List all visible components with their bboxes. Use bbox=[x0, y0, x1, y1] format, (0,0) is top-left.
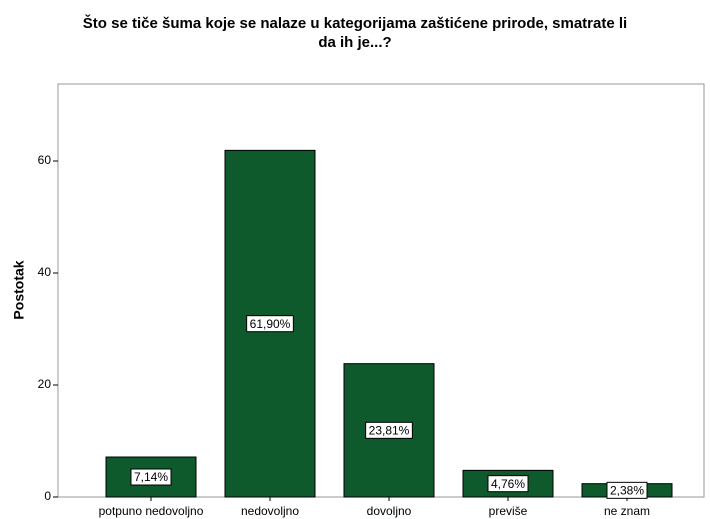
value-label: 4,76% bbox=[491, 477, 525, 491]
y-tick-label: 0 bbox=[44, 489, 51, 503]
x-tick-label: ne znam bbox=[604, 504, 650, 518]
x-tick-label: previše bbox=[489, 504, 528, 518]
chart-title: Što se tiče šuma koje se nalaze u katego… bbox=[83, 14, 627, 32]
y-tick-label: 40 bbox=[38, 265, 52, 279]
x-tick-label: nedovoljno bbox=[241, 504, 299, 518]
y-tick-label: 20 bbox=[38, 377, 52, 391]
x-tick-label: potpuno nedovoljno bbox=[99, 504, 204, 518]
value-label-box bbox=[130, 468, 172, 486]
value-label-box bbox=[606, 481, 648, 499]
value-label-box bbox=[246, 315, 294, 333]
y-tick-label: 60 bbox=[38, 153, 52, 167]
value-label: 2,38% bbox=[610, 484, 644, 498]
y-axis-label: Postotak bbox=[11, 260, 27, 319]
value-label-box bbox=[487, 475, 529, 493]
value-label-box bbox=[365, 421, 413, 439]
chart-title: da ih je...? bbox=[318, 34, 391, 51]
value-label: 7,14% bbox=[134, 470, 168, 484]
value-label: 23,81% bbox=[369, 424, 410, 438]
value-label: 61,90% bbox=[250, 317, 291, 331]
x-tick-label: dovoljno bbox=[367, 504, 412, 518]
